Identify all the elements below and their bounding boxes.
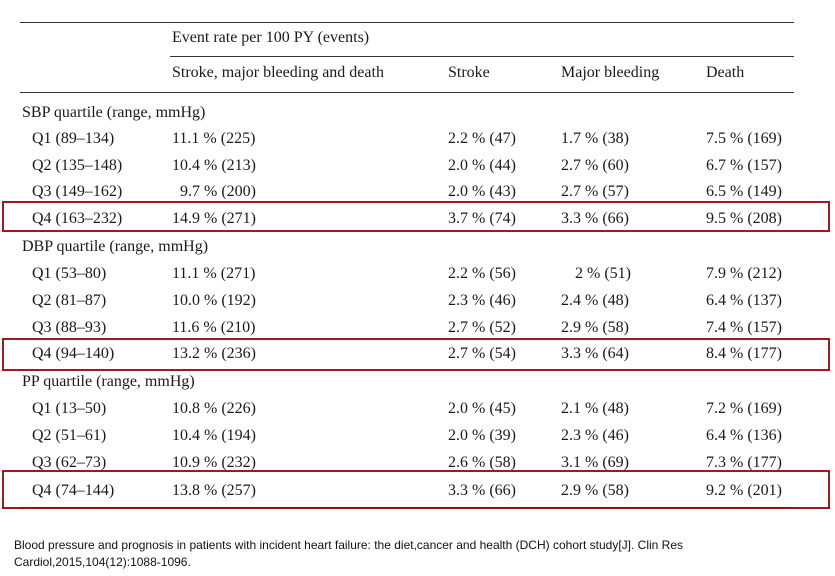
- value-stroke: 2.2 % (56): [448, 265, 516, 282]
- value-bleeding: 3.3 % (64): [561, 345, 629, 362]
- value-death: 9.2 % (201): [706, 482, 782, 499]
- value-composite: 10.9 % (232): [172, 454, 256, 471]
- value-death: 6.4 % (136): [706, 427, 782, 444]
- span-rule: [170, 56, 794, 57]
- value-death: 7.2 % (169): [706, 400, 782, 417]
- group-title-dbp: DBP quartile (range, mmHg): [22, 238, 209, 255]
- value-stroke: 2.0 % (44): [448, 157, 516, 174]
- row-label: Q1 (53–80): [32, 265, 107, 282]
- value-death: 6.5 % (149): [706, 183, 782, 200]
- value-stroke: 2.7 % (52): [448, 319, 516, 336]
- value-composite: 9.7 % (200): [180, 183, 256, 200]
- value-stroke: 2.0 % (43): [448, 183, 516, 200]
- value-bleeding: 2.7 % (57): [561, 183, 629, 200]
- row-label: Q4 (94–140): [32, 345, 115, 362]
- header-rule: [20, 92, 794, 93]
- value-death: 9.5 % (208): [706, 210, 782, 227]
- row-label: Q4 (163–232): [32, 210, 123, 227]
- value-death: 7.4 % (157): [706, 319, 782, 336]
- col-header-stroke: Stroke: [448, 64, 490, 81]
- value-bleeding: 1.7 % (38): [561, 130, 629, 147]
- value-composite: 11.6 % (210): [172, 319, 256, 336]
- value-stroke: 2.7 % (54): [448, 345, 516, 362]
- top-rule: [20, 22, 794, 23]
- group-title-sbp: SBP quartile (range, mmHg): [22, 104, 206, 121]
- group-title-pp: PP quartile (range, mmHg): [22, 373, 195, 390]
- value-death: 7.3 % (177): [706, 454, 782, 471]
- span-header: Event rate per 100 PY (events): [172, 29, 370, 46]
- value-bleeding: 2 % (51): [575, 265, 631, 282]
- row-label: Q1 (89–134): [32, 130, 115, 147]
- row-label: Q3 (149–162): [32, 183, 123, 200]
- value-composite: 10.0 % (192): [172, 292, 256, 309]
- value-bleeding: 2.9 % (58): [561, 319, 629, 336]
- value-stroke: 2.3 % (46): [448, 292, 516, 309]
- value-composite: 11.1 % (271): [172, 265, 256, 282]
- row-label: Q3 (88–93): [32, 319, 107, 336]
- highlight-box-dbp-q4: [2, 338, 830, 371]
- row-label: Q4 (74–144): [32, 482, 115, 499]
- value-bleeding: 2.9 % (58): [561, 482, 629, 499]
- value-stroke: 2.6 % (58): [448, 454, 516, 471]
- value-death: 7.5 % (169): [706, 130, 782, 147]
- bottom-rule: [20, 507, 794, 508]
- highlight-box-sbp-q4: [2, 201, 830, 232]
- value-stroke: 2.0 % (45): [448, 400, 516, 417]
- value-composite: 10.4 % (213): [172, 157, 256, 174]
- citation: Blood pressure and prognosis in patients…: [14, 538, 684, 569]
- value-composite: 10.8 % (226): [172, 400, 256, 417]
- row-label: Q2 (81–87): [32, 292, 107, 309]
- value-composite: 13.2 % (236): [172, 345, 256, 362]
- col-header-composite: Stroke, major bleeding and death: [172, 64, 384, 81]
- value-bleeding: 3.3 % (66): [561, 210, 629, 227]
- row-label: Q2 (51–61): [32, 427, 107, 444]
- value-bleeding: 2.7 % (60): [561, 157, 629, 174]
- value-death: 6.4 % (137): [706, 292, 782, 309]
- value-death: 6.7 % (157): [706, 157, 782, 174]
- highlight-box-pp-q4: [2, 470, 830, 509]
- col-header-death: Death: [706, 64, 745, 81]
- value-bleeding: 2.1 % (48): [561, 400, 629, 417]
- value-stroke: 2.2 % (47): [448, 130, 516, 147]
- value-death: 8.4 % (177): [706, 345, 782, 362]
- value-composite: 10.4 % (194): [172, 427, 256, 444]
- col-header-bleeding: Major bleeding: [561, 64, 660, 81]
- value-stroke: 3.3 % (66): [448, 482, 516, 499]
- value-death: 7.9 % (212): [706, 265, 782, 282]
- value-bleeding: 3.1 % (69): [561, 454, 629, 471]
- value-bleeding: 2.4 % (48): [561, 292, 629, 309]
- value-composite: 11.1 % (225): [172, 130, 256, 147]
- value-composite: 14.9 % (271): [172, 210, 256, 227]
- row-label: Q3 (62–73): [32, 454, 107, 471]
- value-composite: 13.8 % (257): [172, 482, 256, 499]
- row-label: Q2 (135–148): [32, 157, 123, 174]
- row-label: Q1 (13–50): [32, 400, 107, 417]
- value-stroke: 2.0 % (39): [448, 427, 516, 444]
- value-bleeding: 2.3 % (46): [561, 427, 629, 444]
- value-stroke: 3.7 % (74): [448, 210, 516, 227]
